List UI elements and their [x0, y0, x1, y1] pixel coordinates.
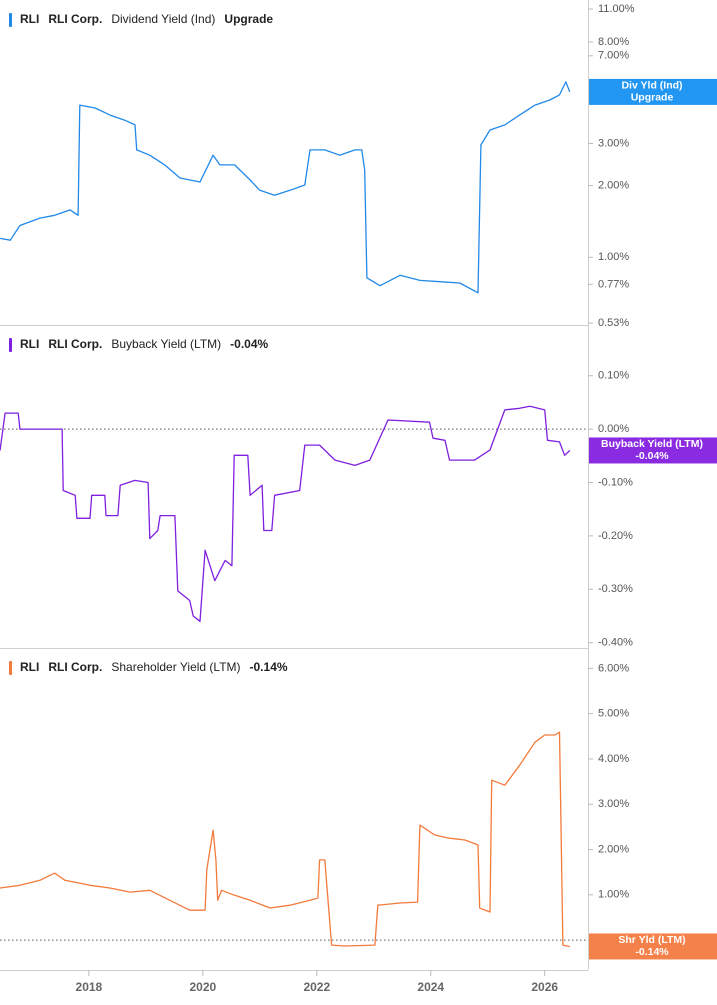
legend-text: RLI: [20, 12, 39, 26]
legend-swatch: [9, 661, 12, 675]
end-label: -0.14%: [635, 946, 669, 958]
x-tick-label: 2020: [189, 980, 216, 994]
y-tick-label: 8.00%: [598, 36, 629, 48]
y-tick-label: 1.00%: [598, 251, 629, 263]
legend-text: Upgrade: [224, 12, 273, 26]
y-tick-label: 3.00%: [598, 798, 629, 810]
end-label: Buyback Yield (LTM): [601, 438, 703, 450]
series-line: [0, 81, 571, 294]
end-label: Upgrade: [631, 92, 674, 104]
legend-text: RLI: [20, 337, 39, 351]
legend-box: [4, 334, 280, 356]
y-tick-label: 3.00%: [598, 137, 629, 149]
y-tick-label: 4.00%: [598, 753, 629, 765]
legend-swatch: [9, 13, 12, 27]
y-tick-label: 7.00%: [598, 50, 629, 62]
legend-text: -0.04%: [230, 337, 268, 351]
legend-text: Shareholder Yield (LTM): [111, 660, 240, 674]
y-tick-label: 6.00%: [598, 662, 629, 674]
x-tick-label: 2024: [417, 980, 444, 994]
y-tick-label: 0.53%: [598, 317, 629, 329]
x-tick-label: 2018: [76, 980, 103, 994]
y-tick-label: 1.00%: [598, 889, 629, 901]
y-tick-label: -0.30%: [598, 583, 633, 595]
end-label: Shr Yld (LTM): [618, 934, 685, 946]
legend-box: [4, 9, 285, 31]
y-tick-label: 0.77%: [598, 278, 629, 290]
legend-box: [4, 657, 299, 679]
legend-swatch: [9, 338, 12, 352]
y-tick-label: -0.40%: [598, 637, 633, 649]
end-label-box: [589, 933, 717, 960]
x-tick-label: 2022: [303, 980, 330, 994]
legend-text: RLI Corp.: [48, 660, 102, 674]
y-tick-label: 0.00%: [598, 423, 629, 435]
legend-text: RLI: [20, 660, 39, 674]
end-label: Div Yld (Ind): [621, 80, 682, 92]
legend-text: Buyback Yield (LTM): [111, 337, 221, 351]
y-tick-label: 5.00%: [598, 708, 629, 720]
y-tick-label: -0.20%: [598, 530, 633, 542]
y-tick-label: 0.10%: [598, 370, 629, 382]
series-line: [0, 405, 571, 622]
legend-text: Dividend Yield (Ind): [111, 12, 215, 26]
y-tick-label: 2.00%: [598, 843, 629, 855]
x-tick-label: 2026: [531, 980, 558, 994]
y-tick-label: 11.00%: [598, 3, 635, 15]
end-label-box: [589, 78, 717, 105]
end-label-box: [589, 437, 717, 464]
legend-text: RLI Corp.: [48, 337, 102, 351]
legend-text: -0.14%: [250, 660, 288, 674]
legend-text: RLI Corp.: [48, 12, 102, 26]
end-label: -0.04%: [635, 450, 669, 462]
y-tick-label: 2.00%: [598, 179, 629, 191]
series-line: [0, 731, 570, 948]
y-tick-label: -0.10%: [598, 476, 633, 488]
